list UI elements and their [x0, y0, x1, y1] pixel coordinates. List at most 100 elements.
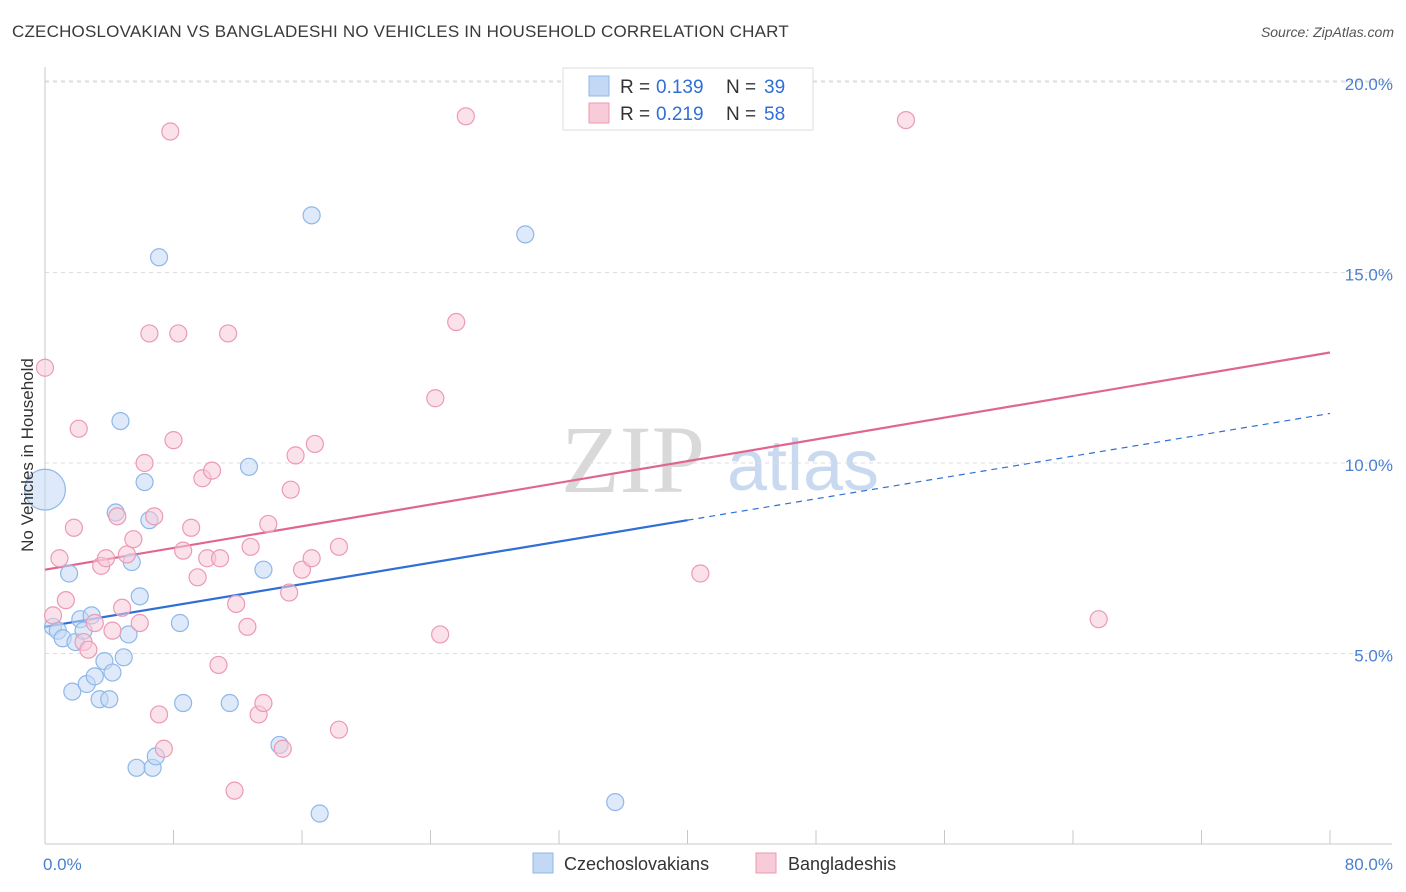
data-point-bangladeshi	[35, 358, 55, 377]
watermark-zip: ZIP	[561, 406, 705, 513]
data-point-bangladeshi	[691, 564, 710, 583]
data-point-czechoslovakian	[310, 804, 329, 823]
data-point-czechoslovakian	[302, 206, 321, 225]
data-point-czechoslovakian	[174, 693, 193, 713]
bottom-legend-swatch-czechoslovakians	[532, 852, 554, 874]
data-point-czechoslovakian	[24, 468, 66, 511]
data-point-bangladeshi	[85, 613, 104, 633]
data-point-bangladeshi	[124, 530, 143, 549]
legend-swatch-bangladeshis	[588, 102, 610, 124]
y-tick-label: 5.0%	[1354, 647, 1393, 666]
chart-title: CZECHOSLOVAKIAN VS BANGLADESHI NO VEHICL…	[12, 22, 789, 41]
data-point-bangladeshi	[302, 549, 321, 568]
data-point-bangladeshi	[43, 606, 63, 625]
data-point-bangladeshi	[896, 110, 916, 130]
data-point-bangladeshi	[149, 705, 169, 724]
data-point-bangladeshi	[108, 507, 127, 526]
y-tick-label: 15.0%	[1345, 266, 1393, 285]
tick-labels: 5.0% 10.0% 15.0% 20.0% 0.0% 80.0%	[43, 75, 1393, 874]
legend-r-label-2: R =	[620, 104, 650, 125]
data-point-bangladeshi	[161, 122, 180, 141]
data-point-bangladeshi	[329, 720, 349, 739]
trend-line-bangladeshis	[44, 351, 1331, 571]
legend-r-label-1: R =	[620, 77, 650, 98]
data-point-bangladeshi	[254, 693, 273, 713]
data-point-bangladeshi	[259, 514, 278, 534]
data-point-czechoslovakian	[516, 225, 535, 244]
x-tick-label-max: 80.0%	[1345, 855, 1393, 874]
gridlines	[45, 80, 1392, 654]
data-point-bangladeshi	[219, 324, 238, 343]
data-point-bangladeshi	[286, 446, 305, 465]
correlation-legend: R = 0.139 N = 39 R = 0.219 N = 58	[562, 67, 814, 131]
data-point-czechoslovakian	[103, 663, 122, 682]
data-point-bangladeshi	[209, 655, 228, 675]
data-point-czechoslovakian	[114, 648, 133, 667]
data-point-bangladeshi	[69, 419, 88, 438]
watermark-atlas: atlas	[727, 426, 879, 506]
data-point-bangladeshi	[280, 583, 299, 602]
data-point-bangladeshi	[202, 461, 222, 480]
data-point-bangladeshi	[426, 389, 445, 408]
data-point-czechoslovakian	[85, 667, 104, 686]
data-point-bangladeshi	[329, 537, 349, 556]
legend-n-label-2: N =	[726, 104, 756, 125]
data-point-bangladeshi	[164, 431, 183, 450]
data-point-bangladeshi	[117, 545, 137, 564]
y-axis-label: No Vehicles in Household	[18, 358, 37, 552]
data-point-bangladeshi	[241, 537, 260, 556]
data-point-czechoslovakian	[111, 411, 130, 431]
data-point-bangladeshi	[273, 739, 292, 758]
data-point-bangladeshi	[56, 591, 75, 610]
data-point-bangladeshi	[447, 312, 466, 332]
bottom-legend-swatch-bangladeshis	[755, 852, 777, 874]
data-points	[24, 107, 1108, 823]
data-point-bangladeshi	[145, 507, 164, 526]
data-point-bangladeshi	[112, 598, 132, 617]
data-point-bangladeshi	[188, 568, 207, 587]
data-point-czechoslovakian	[254, 560, 273, 579]
data-point-bangladeshi	[225, 781, 244, 800]
data-point-czechoslovakian	[100, 690, 119, 709]
trend-line-czechoslovakians	[44, 519, 688, 628]
data-point-bangladeshi	[154, 739, 173, 758]
data-point-czechoslovakian	[63, 682, 82, 701]
source-label: Source: ZipAtlas.com	[1260, 24, 1394, 40]
trend-line-czechoslovakians-extension	[687, 412, 1331, 521]
data-point-czechoslovakian	[59, 564, 79, 583]
data-point-bangladeshi	[79, 640, 98, 659]
data-point-bangladeshi	[431, 625, 450, 644]
legend-n-value-2: 58	[764, 104, 785, 125]
data-point-bangladeshi	[238, 617, 257, 636]
data-point-bangladeshi	[50, 549, 69, 568]
data-point-bangladeshi	[227, 594, 246, 614]
y-tick-label: 20.0%	[1345, 75, 1393, 94]
data-point-bangladeshi	[169, 324, 188, 343]
data-point-bangladeshi	[174, 541, 193, 560]
data-point-bangladeshi	[305, 434, 324, 454]
legend-n-value-1: 39	[764, 77, 785, 98]
legend-r-value-1: 0.139	[656, 77, 704, 98]
data-point-bangladeshi	[130, 613, 149, 633]
data-point-czechoslovakian	[606, 792, 625, 812]
data-point-bangladeshi	[182, 518, 201, 537]
data-point-bangladeshi	[281, 480, 300, 499]
data-point-czechoslovakian	[220, 693, 239, 713]
data-point-czechoslovakian	[135, 472, 154, 492]
data-point-bangladeshi	[1089, 610, 1108, 629]
data-point-bangladeshi	[210, 549, 230, 568]
series-legend: Czechoslovakians Bangladeshis	[532, 852, 896, 874]
data-point-czechoslovakian	[149, 248, 169, 267]
data-point-bangladeshi	[64, 518, 84, 537]
x-tick-label-min: 0.0%	[43, 855, 82, 874]
data-point-czechoslovakian	[239, 457, 259, 476]
data-point-bangladeshi	[135, 453, 154, 473]
data-point-czechoslovakian	[170, 613, 190, 633]
data-point-bangladeshi	[103, 621, 122, 640]
legend-n-label-1: N =	[726, 77, 756, 98]
data-point-czechoslovakian	[127, 758, 146, 777]
bottom-legend-bangladeshis: Bangladeshis	[788, 854, 896, 874]
data-point-bangladeshi	[96, 549, 116, 568]
data-point-czechoslovakian	[130, 587, 149, 606]
